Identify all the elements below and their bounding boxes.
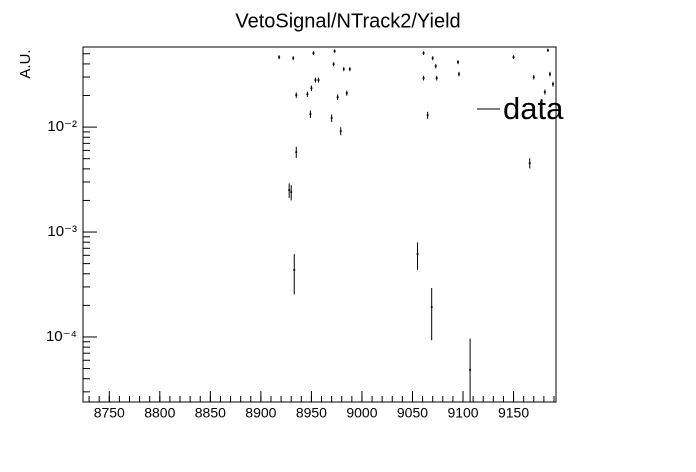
x-tick-label: 8800 (144, 405, 175, 421)
x-tick-label: 8750 (94, 405, 125, 421)
x-tick-label: 8900 (245, 405, 276, 421)
chart-title: VetoSignal/NTrack2/Yield (235, 10, 460, 32)
plot-frame (82, 46, 557, 403)
legend-label: data (503, 91, 564, 126)
y-tick-label: 10⁻³ (47, 223, 77, 240)
x-tick-label: 9100 (447, 405, 478, 421)
x-tick-label: 8950 (296, 405, 327, 421)
y-axis-label: A.U. (17, 49, 34, 78)
y-tick-label: 10⁻⁴ (46, 328, 77, 345)
x-tick-label: 9150 (498, 405, 529, 421)
x-tick-label: 9000 (346, 405, 377, 421)
x-tick-label: 8850 (195, 405, 226, 421)
y-tick-label: 10⁻² (47, 118, 77, 135)
x-tick-label: 9050 (397, 405, 428, 421)
